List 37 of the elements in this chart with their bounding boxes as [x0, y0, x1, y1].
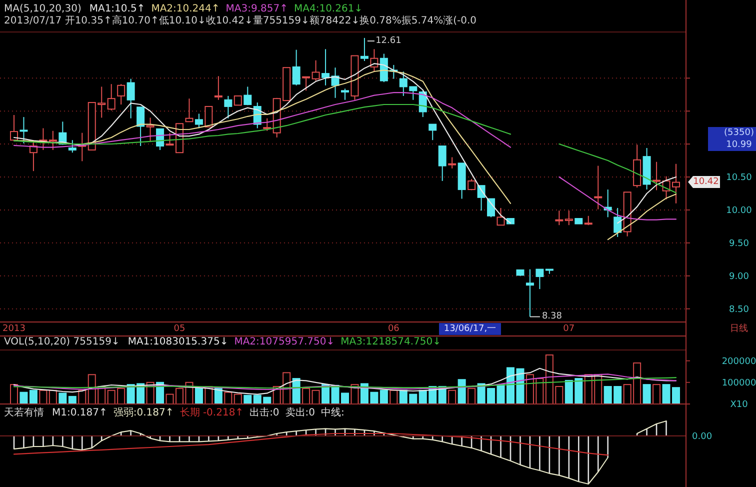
- text: 10.99: [726, 140, 752, 150]
- text: 日线: [730, 323, 748, 334]
- y-tick-label: 10.50: [726, 173, 752, 184]
- y-tick-label: X10: [730, 400, 748, 410]
- y-tick-label: 10.00: [726, 206, 752, 216]
- text: 长期 -0.218↑: [180, 406, 244, 418]
- text: MA4:10.261↓: [294, 4, 363, 14]
- annotation: 12.61: [376, 36, 402, 46]
- y-tick-label: 8.50: [728, 305, 750, 316]
- series-label: 强弱:0.187↑: [113, 408, 174, 418]
- y-tick-label: 100000: [722, 378, 756, 389]
- x-tick-label: 06: [388, 324, 400, 334]
- x-tick-label: 2013: [2, 324, 26, 334]
- text: 出击:0: [250, 406, 280, 418]
- text: MA2:1075957.750↓: [234, 336, 335, 348]
- text: MA2:10.244↑: [151, 4, 220, 14]
- y-tick-label: 9.00: [728, 272, 750, 282]
- y-tick-label: 200000: [722, 357, 756, 367]
- text: MA3:1218574.750↓: [340, 336, 441, 348]
- text: 10.42: [693, 177, 719, 187]
- text: (5350): [724, 128, 754, 138]
- text: MA1:10.5↑: [89, 4, 146, 14]
- text: 卖出:0: [285, 406, 316, 418]
- ref-line-label: 0.00: [692, 432, 712, 442]
- y-tick-label: 9.50: [728, 239, 750, 250]
- chart-title: VOL(5,10,20) 755159↓: [4, 336, 120, 348]
- series-label: M1:0.187↑: [52, 408, 108, 418]
- annotation: 8.38: [542, 312, 562, 322]
- x-tick-label: 07: [563, 324, 575, 334]
- text: MA1:1083015.375↓: [128, 336, 228, 348]
- text: 中线:: [321, 406, 344, 418]
- chart-title: 天若有情: [4, 406, 44, 418]
- text: 13/06/17,一: [444, 324, 496, 334]
- x-tick-label: 05: [174, 324, 186, 334]
- chart-subtitle: 2013/07/17 开10.35↑高10.70↑低10.10↓收10.42↓量755159↓额78422↓换0.78%振5.74%涨(-0.0: [4, 14, 477, 26]
- chart-title: MA(5,10,20,30): [4, 4, 82, 14]
- text: MA3:9.857↑: [226, 4, 288, 14]
